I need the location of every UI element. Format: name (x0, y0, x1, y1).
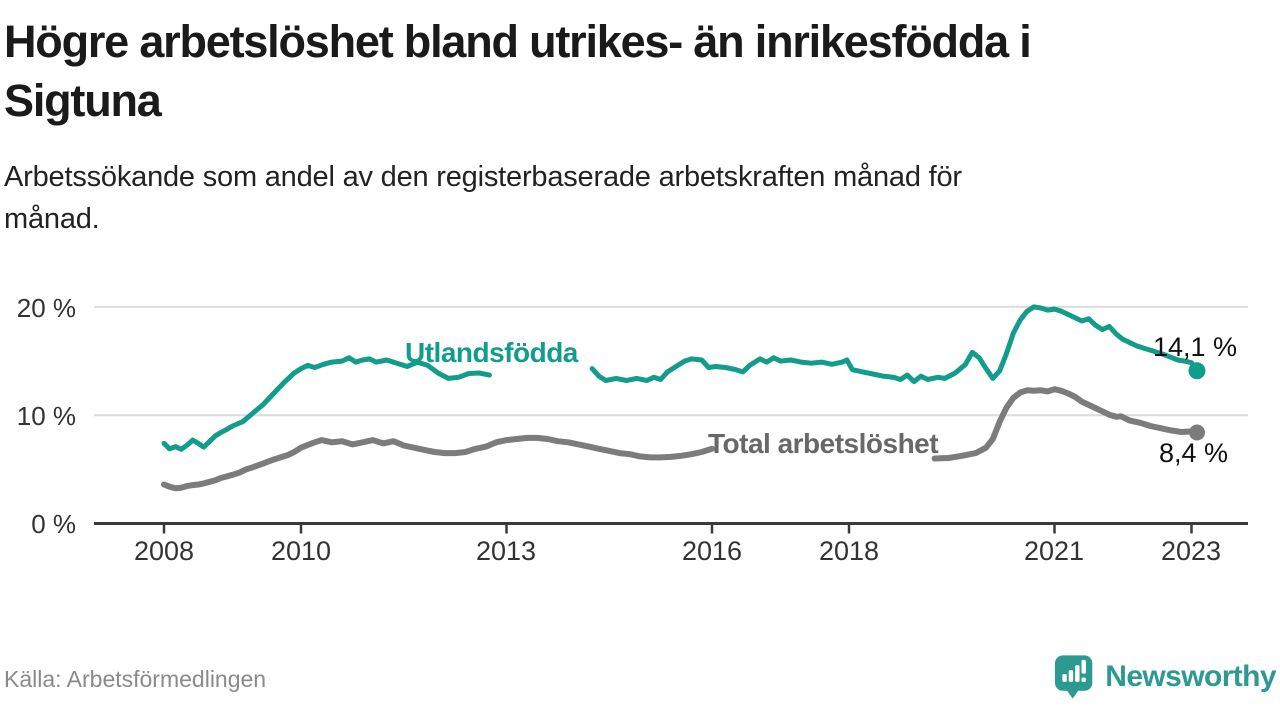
series-label-total-arbetsloshet: Total arbetslöshet (708, 428, 939, 459)
subtitle-line-2: månad. (4, 203, 100, 235)
x-tick-label-2013: 2013 (475, 536, 537, 566)
x-tick-label-2018: 2018 (818, 536, 880, 566)
x-tick-label-2010: 2010 (270, 536, 332, 566)
chart-subtitle: Arbetssökande som andel av den registerb… (4, 156, 1244, 240)
newsworthy-logo-text: Newsworthy (1105, 660, 1276, 693)
source-note: Källa: Arbetsförmedlingen (4, 666, 267, 692)
series-label-utlandsfodda: Utlandsfödda (405, 337, 578, 368)
newsworthy-logo-icon (1054, 655, 1093, 699)
x-tick-label-2021: 2021 (1023, 536, 1085, 566)
x-tick-label-2016: 2016 (681, 536, 743, 566)
end-value-label-total: 8,4 % (1159, 438, 1229, 468)
y-tick-label-10: 10 % (16, 401, 76, 431)
end-value-label-utlandsfodda: 14,1 % (1153, 332, 1238, 362)
title-line-2: Sigtuna (4, 75, 162, 126)
x-tick-label-2008: 2008 (133, 536, 195, 566)
subtitle-line-1: Arbetssökande som andel av den registerb… (4, 161, 962, 193)
x-tick-label-2023: 2023 (1160, 536, 1222, 566)
newsworthy-logo: Newsworthy (1054, 652, 1277, 702)
page-title: Högre arbetslöshet bland utrikes- än inr… (4, 12, 1266, 130)
y-tick-label-20: 20 % (16, 293, 76, 323)
title-line-1: Högre arbetslöshet bland utrikes- än inr… (4, 16, 1032, 67)
y-tick-label-0: 0 % (31, 509, 76, 539)
